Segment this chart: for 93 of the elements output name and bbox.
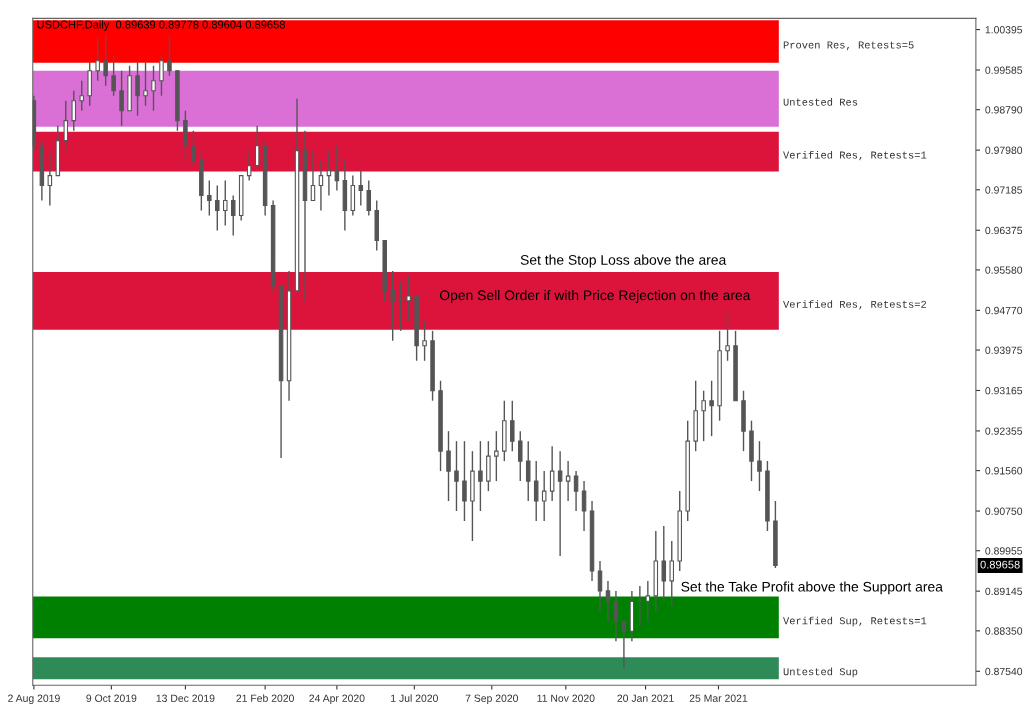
annotation: Set the Take Profit above the Support area xyxy=(681,581,943,595)
candlestick xyxy=(111,55,116,97)
candlestick xyxy=(390,270,395,342)
candlestick xyxy=(143,60,148,107)
candlestick xyxy=(215,184,220,232)
candlestick xyxy=(462,440,467,522)
x-tick-label: 24 Apr 2020 xyxy=(309,694,365,704)
candlestick xyxy=(581,480,587,532)
candlestick xyxy=(669,540,675,608)
candlestick xyxy=(119,70,124,127)
candlestick xyxy=(47,149,53,207)
candlestick xyxy=(230,194,236,237)
candlestick xyxy=(573,470,579,512)
candlestick xyxy=(510,400,515,452)
x-tick-label: 13 Dec 2019 xyxy=(156,694,215,702)
band-label: Verified Res, Retests=2 xyxy=(783,300,927,310)
y-tick-label: 0.89955 xyxy=(985,547,1023,555)
candlestick xyxy=(525,440,531,502)
candlestick xyxy=(645,580,651,623)
candlestick xyxy=(95,37,100,82)
y-tick-label: 0.94770 xyxy=(985,306,1023,315)
candlestick xyxy=(709,380,714,437)
band-label: Untested Sup xyxy=(783,667,858,678)
annotation: Open Sell Order if with Price Rejection on the area xyxy=(439,289,751,303)
candlestick xyxy=(358,169,364,207)
candlestick xyxy=(478,440,483,512)
y-tick-label: 0.98790 xyxy=(985,106,1023,114)
candlestick xyxy=(446,430,451,502)
y-tick-label: 0.90750 xyxy=(985,507,1023,515)
candlestick xyxy=(757,440,762,492)
y-tick-label: 0.99585 xyxy=(985,66,1023,74)
x-tick-label: 20 Jan 2021 xyxy=(617,694,674,702)
chart-title: USDCHF,Daily 0.89639 0.89778 0.89604 0.89658 xyxy=(37,20,285,31)
candlestick xyxy=(565,460,571,502)
candlestick xyxy=(701,390,706,442)
y-tick-label: 0.93165 xyxy=(985,386,1023,395)
candlestick xyxy=(71,90,77,132)
candlestick xyxy=(605,580,611,623)
candlestick xyxy=(549,445,555,502)
candlestick xyxy=(326,149,332,197)
candlestick xyxy=(167,35,172,77)
band-label: Verified Res, Retests=1 xyxy=(783,150,927,161)
y-tick-label: 0.91560 xyxy=(985,467,1023,475)
candlestick xyxy=(621,620,627,669)
candlestick xyxy=(422,320,427,362)
candlestick xyxy=(207,179,212,217)
candlestick xyxy=(191,129,196,167)
x-tick-label: 21 Feb 2020 xyxy=(236,694,294,702)
x-tick-label: 1 Jul 2020 xyxy=(391,694,438,702)
y-tick-label: 0.87540 xyxy=(985,667,1023,676)
candlestick xyxy=(135,60,140,117)
candlestick xyxy=(159,55,164,97)
candlestick xyxy=(366,179,372,217)
candlestick xyxy=(79,80,85,112)
y-tick-label: 0.96375 xyxy=(985,226,1023,235)
x-tick-label: 25 Mar 2021 xyxy=(689,694,748,702)
candlestick xyxy=(597,560,603,613)
y-tick-label: 1.00395 xyxy=(985,26,1023,34)
candlestick xyxy=(246,149,252,182)
y-tick-label: 0.97980 xyxy=(985,146,1023,154)
candlestick xyxy=(63,100,69,152)
y-tick-label: 0.92355 xyxy=(985,427,1023,435)
y-tick-label: 0.88350 xyxy=(985,627,1023,635)
candlestick xyxy=(518,430,523,482)
candlestick xyxy=(318,159,324,212)
candlestick xyxy=(725,312,730,362)
candlestick xyxy=(334,144,340,192)
band-label: Proven Res, Retests=5 xyxy=(783,41,914,51)
annotation: Set the Stop Loss above the area xyxy=(520,254,727,268)
candlestick xyxy=(254,124,260,167)
candlestick xyxy=(406,275,411,322)
y-tick-label: 0.93975 xyxy=(985,346,1023,354)
candlestick xyxy=(398,280,403,332)
candlestick xyxy=(454,440,459,512)
band-label: Verified Sup, Retests=1 xyxy=(783,616,927,627)
x-tick-label: 9 Oct 2019 xyxy=(86,694,137,702)
x-tick-label: 2 Aug 2019 xyxy=(8,694,60,704)
candlestick xyxy=(661,525,667,603)
x-tick-label: 7 Sep 2020 xyxy=(465,694,519,704)
candlestick xyxy=(103,34,108,87)
candlestick xyxy=(557,450,563,557)
band-label: Untested Res xyxy=(783,98,858,106)
candlestick xyxy=(637,585,643,628)
y-tick-label: 0.97185 xyxy=(985,186,1023,194)
candlestick xyxy=(151,65,156,112)
candlestick xyxy=(533,460,539,522)
x-tick-label: 11 Nov 2020 xyxy=(537,694,595,702)
candlestick xyxy=(494,430,499,482)
candlestick xyxy=(541,470,547,522)
candlestick xyxy=(222,179,228,227)
annotation: 0.89658 xyxy=(980,560,1020,569)
y-tick-label: 0.95580 xyxy=(985,266,1023,274)
y-tick-label: 0.89145 xyxy=(985,587,1023,596)
